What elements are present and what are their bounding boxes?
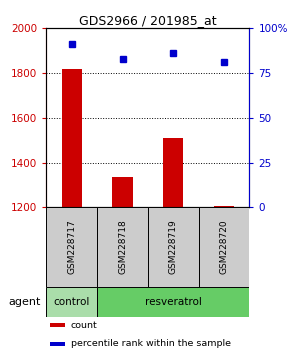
Bar xyxy=(113,177,133,207)
Text: control: control xyxy=(54,297,90,307)
Bar xyxy=(214,206,234,207)
Text: resveratrol: resveratrol xyxy=(145,297,202,307)
Bar xyxy=(46,287,97,317)
Text: agent: agent xyxy=(8,297,40,307)
Bar xyxy=(148,207,199,287)
Bar xyxy=(97,287,249,317)
Bar xyxy=(97,207,148,287)
Title: GDS2966 / 201985_at: GDS2966 / 201985_at xyxy=(79,14,217,27)
Bar xyxy=(62,69,82,207)
Bar xyxy=(50,342,65,346)
Bar xyxy=(163,138,184,207)
Bar xyxy=(50,323,65,327)
Bar xyxy=(46,207,97,287)
Text: GSM228718: GSM228718 xyxy=(118,220,127,274)
Text: GSM228719: GSM228719 xyxy=(169,220,178,274)
Text: GSM228717: GSM228717 xyxy=(67,220,76,274)
Text: count: count xyxy=(71,321,97,330)
Text: percentile rank within the sample: percentile rank within the sample xyxy=(71,339,231,348)
Bar xyxy=(199,207,249,287)
Text: GSM228720: GSM228720 xyxy=(220,220,229,274)
